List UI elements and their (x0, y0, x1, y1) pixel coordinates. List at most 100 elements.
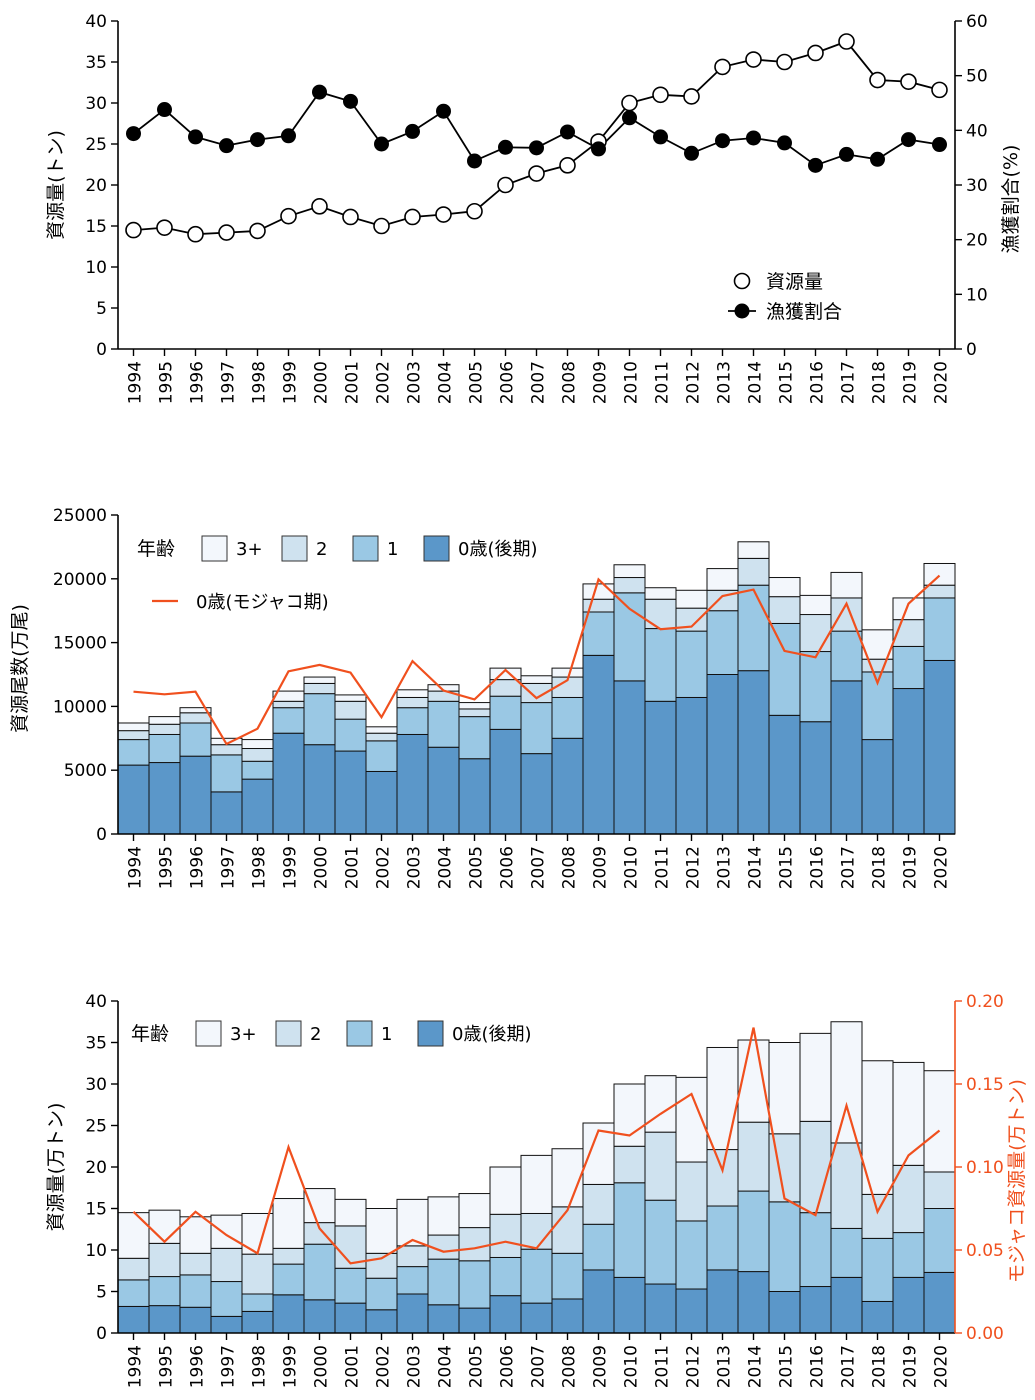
y-tick-label-left: 20 (85, 176, 107, 196)
x-tick-label: 2011 (653, 361, 673, 404)
legend-swatch-2 (281, 535, 308, 562)
bar-segment-3+ (644, 587, 677, 600)
bar-segment-1 (427, 700, 460, 748)
x-tick-label: 2004 (436, 361, 456, 404)
bar-segment-1 (613, 1182, 646, 1278)
y-tick-label-right: 20 (966, 231, 988, 251)
x-tick-label: 1994 (126, 1345, 146, 1388)
x-tick-label: 2015 (777, 1345, 797, 1388)
bar-segment-0歳(後期) (303, 1299, 336, 1334)
bar-segment-3+ (489, 667, 522, 681)
y-axis-title-left: 資源量(トン) (45, 130, 67, 240)
bar-segment-0歳(後期) (458, 1307, 491, 1334)
bar-segment-1 (334, 718, 367, 752)
point-漁獲割合 (529, 140, 544, 156)
bar-segment-0歳(後期) (582, 1269, 615, 1334)
x-tick-label: 1999 (281, 846, 301, 889)
x-tick-label: 2014 (746, 846, 766, 889)
x-tick-label: 2004 (436, 1345, 456, 1388)
bar-segment-3+ (737, 541, 770, 559)
x-tick-label: 2017 (839, 846, 859, 889)
bar-segment-1 (458, 1260, 491, 1309)
point-漁獲割合 (498, 139, 513, 155)
bar-segment-3+ (551, 1148, 584, 1208)
x-tick-label: 2006 (498, 361, 518, 404)
bar-segment-0歳(後期) (861, 739, 894, 835)
bar-segment-0歳(後期) (520, 753, 553, 835)
bar-segment-2 (830, 1142, 863, 1229)
x-tick-label: 2011 (653, 846, 673, 889)
bar-segment-0歳(後期) (706, 674, 739, 835)
bar-segment-2 (799, 614, 832, 653)
bar-segment-3+ (675, 589, 708, 609)
point-資源量 (311, 198, 328, 215)
series-line-モジャコ資源量 (132, 1027, 941, 1265)
y-tick-label-left: 10 (85, 258, 107, 278)
bar-segment-0歳(後期) (458, 758, 491, 835)
bar-segment-1 (644, 1199, 677, 1285)
x-tick-label: 2009 (591, 1345, 611, 1388)
x-tick-label: 1997 (219, 361, 239, 404)
bar-segment-2 (241, 748, 274, 762)
bar-segment-0歳(後期) (334, 750, 367, 835)
bar-segment-1 (458, 716, 491, 760)
bar-segment-0歳(後期) (582, 654, 615, 835)
legend-label-0歳(後期): 0歳(後期) (452, 1024, 532, 1045)
x-tick-label: 2007 (529, 361, 549, 404)
bar-segment-3+ (458, 702, 491, 710)
bar-segment-3+ (768, 1042, 801, 1135)
x-tick-label: 2010 (622, 361, 642, 404)
y-tick-label-left: 35 (85, 53, 107, 73)
bar-segment-1 (334, 1267, 367, 1304)
point-漁獲割合 (436, 103, 451, 119)
bar-segment-2 (861, 658, 894, 673)
point-漁獲割合 (839, 146, 854, 162)
bar-segment-0歳(後期) (272, 1294, 305, 1334)
x-tick-label: 2011 (653, 1345, 673, 1388)
x-tick-label: 2016 (808, 1345, 828, 1388)
x-tick-label: 2006 (498, 1345, 518, 1388)
bar-segment-2 (861, 1193, 894, 1239)
x-tick-label: 2000 (312, 846, 332, 889)
y-tick-label-right: 0.20 (966, 992, 1004, 1012)
bar-segment-1 (117, 739, 150, 766)
x-tick-label: 2000 (312, 361, 332, 404)
bar-segment-3+ (551, 667, 584, 678)
bar-segment-1 (241, 1293, 274, 1312)
bar-segment-1 (830, 1227, 863, 1278)
y-tick-label-left: 30 (85, 94, 107, 114)
y-tick-label-left: 20 (85, 1158, 107, 1178)
bar-segment-2 (582, 598, 615, 613)
point-漁獲割合 (901, 132, 916, 148)
bar-segment-3+ (148, 1209, 181, 1244)
x-tick-label: 1997 (219, 846, 239, 889)
y-tick-label-left: 5 (96, 299, 107, 319)
bar-segment-1 (613, 592, 646, 682)
point-漁獲割合 (312, 84, 327, 100)
y-axis-title-left: 資源量(万トン) (45, 1103, 67, 1232)
point-漁獲割合 (405, 123, 420, 139)
x-tick-label: 2019 (901, 846, 921, 889)
x-tick-label: 2018 (870, 846, 890, 889)
bar-segment-1 (365, 740, 398, 772)
bar-segment-1 (365, 1277, 398, 1311)
bar-segment-1 (706, 610, 739, 676)
x-tick-label: 2008 (560, 1345, 580, 1388)
x-tick-label: 2014 (746, 361, 766, 404)
y-tick-label-left: 35 (85, 1034, 107, 1054)
bar-segment-2 (148, 723, 181, 735)
bar-segment-1 (799, 651, 832, 723)
bar-segment-3+ (582, 583, 615, 600)
bar-segment-3+ (830, 571, 863, 599)
bar-segment-0歳(後期) (365, 770, 398, 835)
bar-segment-3+ (303, 676, 336, 684)
bar-segment-2 (892, 1164, 925, 1234)
point-漁獲割合 (374, 136, 389, 152)
bar-segment-1 (551, 696, 584, 739)
x-tick-label: 1994 (126, 361, 146, 404)
legend-label-1: 1 (387, 539, 398, 560)
bar-segment-3+ (334, 1198, 367, 1227)
bar-segment-0歳(後期) (768, 1291, 801, 1334)
legend-swatch-2 (275, 1020, 302, 1047)
bar-segment-1 (148, 1276, 181, 1307)
